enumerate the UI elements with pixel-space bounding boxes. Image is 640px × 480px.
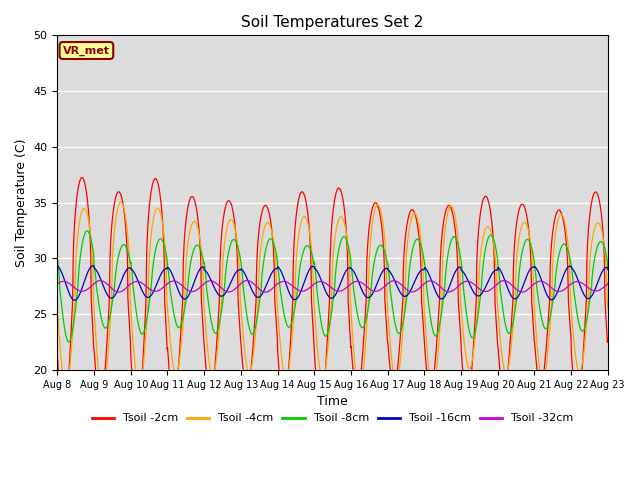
Tsoil -32cm	[118, 288, 126, 294]
X-axis label: Time: Time	[317, 395, 348, 408]
Tsoil -16cm	[309, 264, 317, 269]
Tsoil -8cm	[299, 250, 307, 255]
Tsoil -16cm	[97, 276, 104, 282]
Tsoil -16cm	[89, 263, 97, 269]
Tsoil -2cm	[367, 210, 375, 216]
Tsoil -8cm	[367, 285, 375, 290]
Tsoil -32cm	[262, 289, 269, 295]
Tsoil -4cm	[99, 390, 106, 396]
Tsoil -2cm	[299, 190, 307, 195]
Line: Tsoil -8cm: Tsoil -8cm	[58, 231, 608, 342]
Tsoil -8cm	[54, 255, 61, 261]
Tsoil -4cm	[288, 341, 296, 347]
Tsoil -8cm	[604, 264, 612, 269]
Legend: Tsoil -2cm, Tsoil -4cm, Tsoil -8cm, Tsoil -16cm, Tsoil -32cm: Tsoil -2cm, Tsoil -4cm, Tsoil -8cm, Tsoi…	[88, 409, 578, 428]
Tsoil -2cm	[78, 175, 86, 180]
Text: VR_met: VR_met	[63, 46, 110, 56]
Line: Tsoil -4cm: Tsoil -4cm	[58, 202, 608, 393]
Tsoil -32cm	[309, 282, 317, 288]
Tsoil -2cm	[288, 318, 296, 324]
Tsoil -8cm	[309, 256, 317, 262]
Tsoil -32cm	[96, 278, 104, 284]
Tsoil -8cm	[83, 228, 91, 234]
Tsoil -4cm	[119, 203, 127, 208]
Tsoil -32cm	[299, 288, 307, 294]
Tsoil -4cm	[54, 306, 61, 312]
Tsoil -2cm	[97, 401, 104, 407]
Line: Tsoil -32cm: Tsoil -32cm	[58, 280, 608, 292]
Line: Tsoil -2cm: Tsoil -2cm	[58, 178, 608, 418]
Tsoil -32cm	[367, 287, 375, 293]
Tsoil -4cm	[117, 199, 125, 205]
Y-axis label: Soil Temperature (C): Soil Temperature (C)	[15, 138, 28, 267]
Tsoil -16cm	[119, 274, 127, 279]
Tsoil -16cm	[288, 294, 296, 300]
Tsoil -2cm	[60, 415, 67, 421]
Tsoil -4cm	[367, 229, 375, 235]
Tsoil -8cm	[97, 312, 104, 318]
Tsoil -2cm	[604, 336, 612, 342]
Tsoil -8cm	[65, 339, 72, 345]
Tsoil -2cm	[309, 324, 317, 330]
Tsoil -8cm	[288, 320, 296, 326]
Tsoil -16cm	[367, 293, 375, 299]
Tsoil -2cm	[54, 353, 61, 359]
Tsoil -16cm	[299, 283, 307, 288]
Tsoil -4cm	[96, 382, 104, 387]
Title: Soil Temperatures Set 2: Soil Temperatures Set 2	[241, 15, 424, 30]
Tsoil -8cm	[119, 242, 127, 248]
Tsoil -16cm	[54, 263, 61, 269]
Tsoil -4cm	[309, 267, 317, 273]
Tsoil -16cm	[604, 266, 612, 272]
Tsoil -16cm	[71, 298, 79, 303]
Tsoil -4cm	[604, 305, 612, 311]
Tsoil -32cm	[288, 282, 296, 288]
Tsoil -4cm	[299, 215, 307, 220]
Tsoil -32cm	[54, 281, 61, 287]
Tsoil -32cm	[243, 277, 251, 283]
Line: Tsoil -16cm: Tsoil -16cm	[58, 266, 608, 300]
Tsoil -32cm	[604, 281, 612, 287]
Tsoil -2cm	[119, 202, 127, 207]
